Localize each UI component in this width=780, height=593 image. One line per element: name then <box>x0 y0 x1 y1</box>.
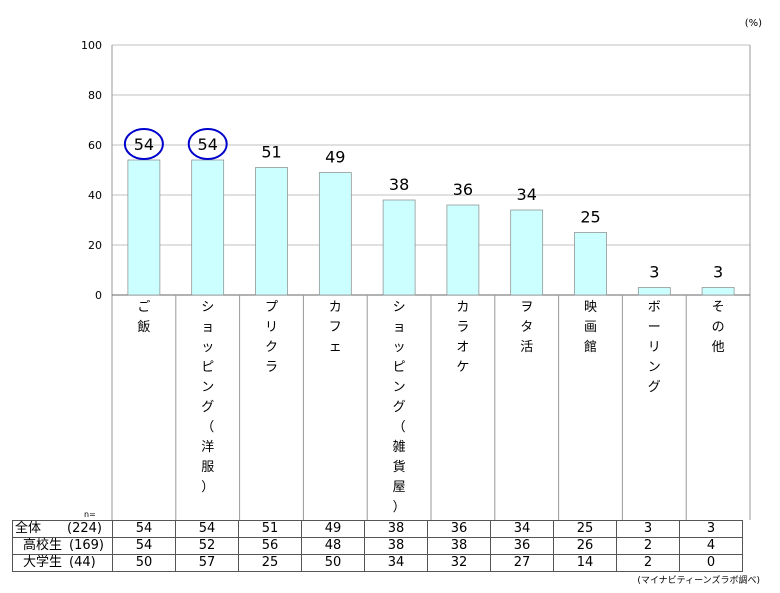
table-cell: 3 <box>616 520 680 538</box>
table-cell: 0 <box>679 554 743 572</box>
table-row: 大学生 (44) 50 57 25 50 34 32 27 14 2 0 <box>12 554 743 572</box>
y-tick-label: 100 <box>81 39 102 52</box>
table-cell: 4 <box>679 537 743 555</box>
table-cell: 54 <box>175 520 239 538</box>
table-cell: 51 <box>238 520 302 538</box>
row-label-cell: 全体 (224) <box>12 520 113 538</box>
category-label: カフェ <box>329 300 342 355</box>
category-label: プリクラ <box>265 300 278 375</box>
y-tick-label: 40 <box>88 189 102 202</box>
y-tick-label: 60 <box>88 139 102 152</box>
category-label: ショッピング（洋服） <box>201 300 214 495</box>
table-cell: 34 <box>364 554 428 572</box>
row-label-cell: 大学生 (44) <box>12 554 113 572</box>
table-cell: 52 <box>175 537 239 555</box>
bar <box>574 232 607 296</box>
table-cell: 50 <box>301 554 365 572</box>
table-cell: 54 <box>112 537 176 555</box>
row-label-cell: 高校生 (169) <box>12 537 113 555</box>
highlight-circle <box>187 128 228 160</box>
table-cell: 56 <box>238 537 302 555</box>
table-cell: 50 <box>112 554 176 572</box>
bar <box>510 209 544 296</box>
sample-size-label: (169) <box>69 538 104 553</box>
bar-value-label: 51 <box>261 143 281 162</box>
bar-value-label: 25 <box>580 208 600 227</box>
y-tick-label: 80 <box>88 89 102 102</box>
table-cell: 54 <box>112 520 176 538</box>
category-label: ご飯 <box>137 299 150 335</box>
unit-label: (%) <box>744 18 762 29</box>
group-label: 大学生 <box>23 555 63 570</box>
table-cell: 2 <box>616 554 680 572</box>
bar <box>382 199 416 296</box>
y-tick-label: 20 <box>88 239 102 252</box>
bar <box>318 172 352 296</box>
table-cell: 3 <box>679 520 743 538</box>
bar-value-label: 38 <box>389 175 409 194</box>
table-cell: 38 <box>364 537 428 555</box>
bar <box>446 204 480 296</box>
group-label: 高校生 <box>23 538 63 553</box>
category-label: ヲタ活 <box>520 300 533 355</box>
highlight-circle <box>123 128 164 160</box>
category-label: ボーリング <box>648 300 661 395</box>
n-label: n= <box>84 510 96 519</box>
sample-size-label: (44) <box>69 555 96 570</box>
y-tick-label: 0 <box>95 289 102 302</box>
bar-value-label: 3 <box>713 263 723 282</box>
category-label: カラオケ <box>456 300 469 375</box>
table-cell: 27 <box>490 554 554 572</box>
bar-value-label: 54 <box>134 135 154 154</box>
bar-value-label: 34 <box>517 185 537 204</box>
table-cell: 36 <box>490 537 554 555</box>
bar <box>701 287 735 296</box>
table-row: 全体 (224) 54 54 51 49 38 36 34 25 3 3 <box>12 520 743 538</box>
sample-size-label: (224) <box>67 521 102 536</box>
category-label: その他 <box>712 300 725 355</box>
source-note: (マイナビティーンズラボ調べ) <box>637 576 760 586</box>
category-label: ショッピング（雑貨屋） <box>393 300 406 515</box>
bar-value-label: 54 <box>198 135 218 154</box>
bar-value-label: 49 <box>325 148 345 167</box>
table-cell: 48 <box>301 537 365 555</box>
bar-value-label: 3 <box>649 263 659 282</box>
table-cell: 25 <box>553 520 617 538</box>
category-label: 映画館 <box>584 300 597 355</box>
table-cell: 14 <box>553 554 617 572</box>
table-cell: 38 <box>364 520 428 538</box>
table-cell: 34 <box>490 520 554 538</box>
table-row: 高校生 (169) 54 52 56 48 38 38 36 26 2 4 <box>12 537 743 555</box>
table-cell: 57 <box>175 554 239 572</box>
table-cell: 26 <box>553 537 617 555</box>
group-label: 全体 <box>15 521 42 536</box>
data-table: 全体 (224) 54 54 51 49 38 36 34 25 3 3 高校生 (169) 54 52 56 4… <box>12 520 743 572</box>
bar <box>255 167 288 296</box>
table-cell: 2 <box>616 537 680 555</box>
table-cell: 38 <box>427 537 491 555</box>
table-cell: 49 <box>301 520 365 538</box>
bar <box>127 159 161 296</box>
bar <box>637 287 671 296</box>
bar <box>191 159 225 296</box>
bar-value-label: 36 <box>453 180 473 199</box>
table-cell: 36 <box>427 520 491 538</box>
table-cell: 32 <box>427 554 491 572</box>
table-cell: 25 <box>238 554 302 572</box>
